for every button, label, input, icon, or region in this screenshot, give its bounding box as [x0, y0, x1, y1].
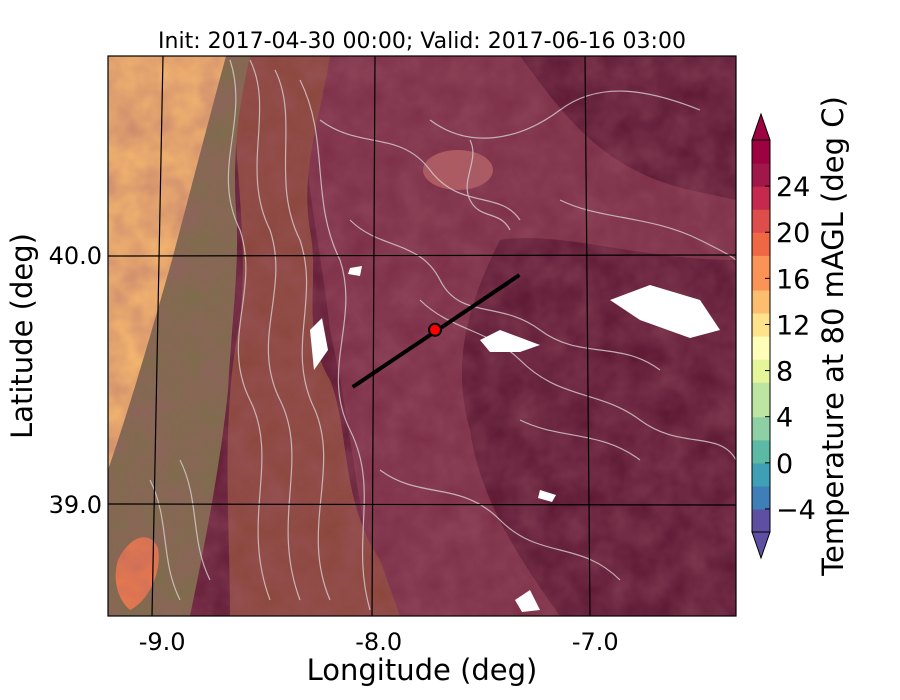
- colorbar-segment: [752, 347, 770, 360]
- colorbar-tick-label: 8: [776, 357, 793, 388]
- temperature-field: [108, 56, 736, 616]
- map-grid: [108, 56, 736, 616]
- meridian-line: [371, 56, 376, 616]
- x-tick-label: -9.0: [139, 628, 186, 656]
- colorbar-segment: [752, 382, 770, 395]
- chart-title: Init: 2017-04-30 00:00; Valid: 2017-06-1…: [158, 29, 686, 54]
- colorbar-segment: [752, 209, 770, 222]
- colorbar-segment: [752, 508, 770, 522]
- parallel-line: [108, 503, 736, 506]
- colorbar-frame: [751, 139, 771, 533]
- meridian-line: [151, 56, 164, 616]
- colorbar-segment: [752, 520, 770, 533]
- colorbar-segment: [752, 336, 770, 349]
- plot-frame: [107, 55, 737, 617]
- colorbar-tick-label: 16: [776, 264, 810, 295]
- contour-lines: [149, 59, 736, 611]
- y-tick-label: 40.0: [49, 242, 102, 270]
- y-tick-label: 39.0: [49, 491, 102, 519]
- colorbar-segment: [752, 186, 770, 199]
- colorbar-segment: [752, 474, 770, 487]
- colorbar-segment: [752, 220, 770, 233]
- colorbar-segment: [752, 312, 770, 326]
- colorbar-segment: [752, 324, 770, 337]
- colorbar-extend-min: [751, 531, 771, 560]
- colorbar-tick-label: 4: [776, 403, 793, 434]
- x-axis-ticks: -9.0 -8.0 -7.0: [139, 628, 619, 656]
- colorbar-segment: [752, 140, 770, 153]
- colorbar-extend-max: [751, 112, 771, 141]
- colorbar-segment: [752, 428, 770, 441]
- colorbar-segment: [752, 243, 770, 256]
- colorbar-segment: [752, 151, 770, 164]
- x-tick-label: -7.0: [572, 628, 619, 656]
- colorbar-segment: [752, 163, 770, 176]
- colorbar-segment: [752, 278, 770, 291]
- masked-areas: [310, 266, 720, 612]
- x-tick-label: -8.0: [355, 628, 402, 656]
- colorbar-tick-label: 20: [776, 218, 810, 249]
- colorbar-segment: [752, 255, 770, 268]
- meridian-line: [584, 56, 591, 616]
- colorbar-segment: [752, 497, 770, 510]
- colorbar-segment: [752, 301, 770, 314]
- colorbar-segment: [752, 451, 770, 464]
- colorbar-tick-label: 12: [776, 310, 810, 341]
- y-axis-ticks: 40.0 39.0: [49, 242, 102, 519]
- colorbar-segment: [752, 439, 770, 452]
- colorbar-segment: [752, 393, 770, 406]
- colorbar-segment: [752, 289, 770, 303]
- x-axis-label: Longitude (deg): [307, 653, 538, 687]
- transect-marker: [427, 322, 442, 337]
- y-axis-label: Latitude (deg): [5, 233, 39, 439]
- colorbar-segment: [752, 416, 770, 429]
- colorbar-segment: [752, 232, 770, 245]
- colorbar-label: Temperature at 80 mAGL (deg C): [816, 96, 850, 577]
- colorbar-segment: [752, 197, 770, 210]
- colorbar-segment: [752, 462, 770, 475]
- colorbar-segment: [752, 359, 770, 372]
- colorbar-segment: [752, 405, 770, 418]
- colorbar-tick-label: −4: [776, 495, 816, 526]
- parallel-line: [108, 254, 736, 257]
- colorbar-tick-label: 24: [776, 172, 810, 203]
- colorbar-segment: [752, 174, 770, 187]
- colorbar-tick-label: 0: [776, 449, 793, 480]
- colorbar-segment: [752, 266, 770, 279]
- colorbar-segment: [752, 485, 770, 499]
- colorbar: −4 0 4 8 12 16 20 24: [751, 112, 816, 560]
- colorbar-segment: [752, 370, 770, 383]
